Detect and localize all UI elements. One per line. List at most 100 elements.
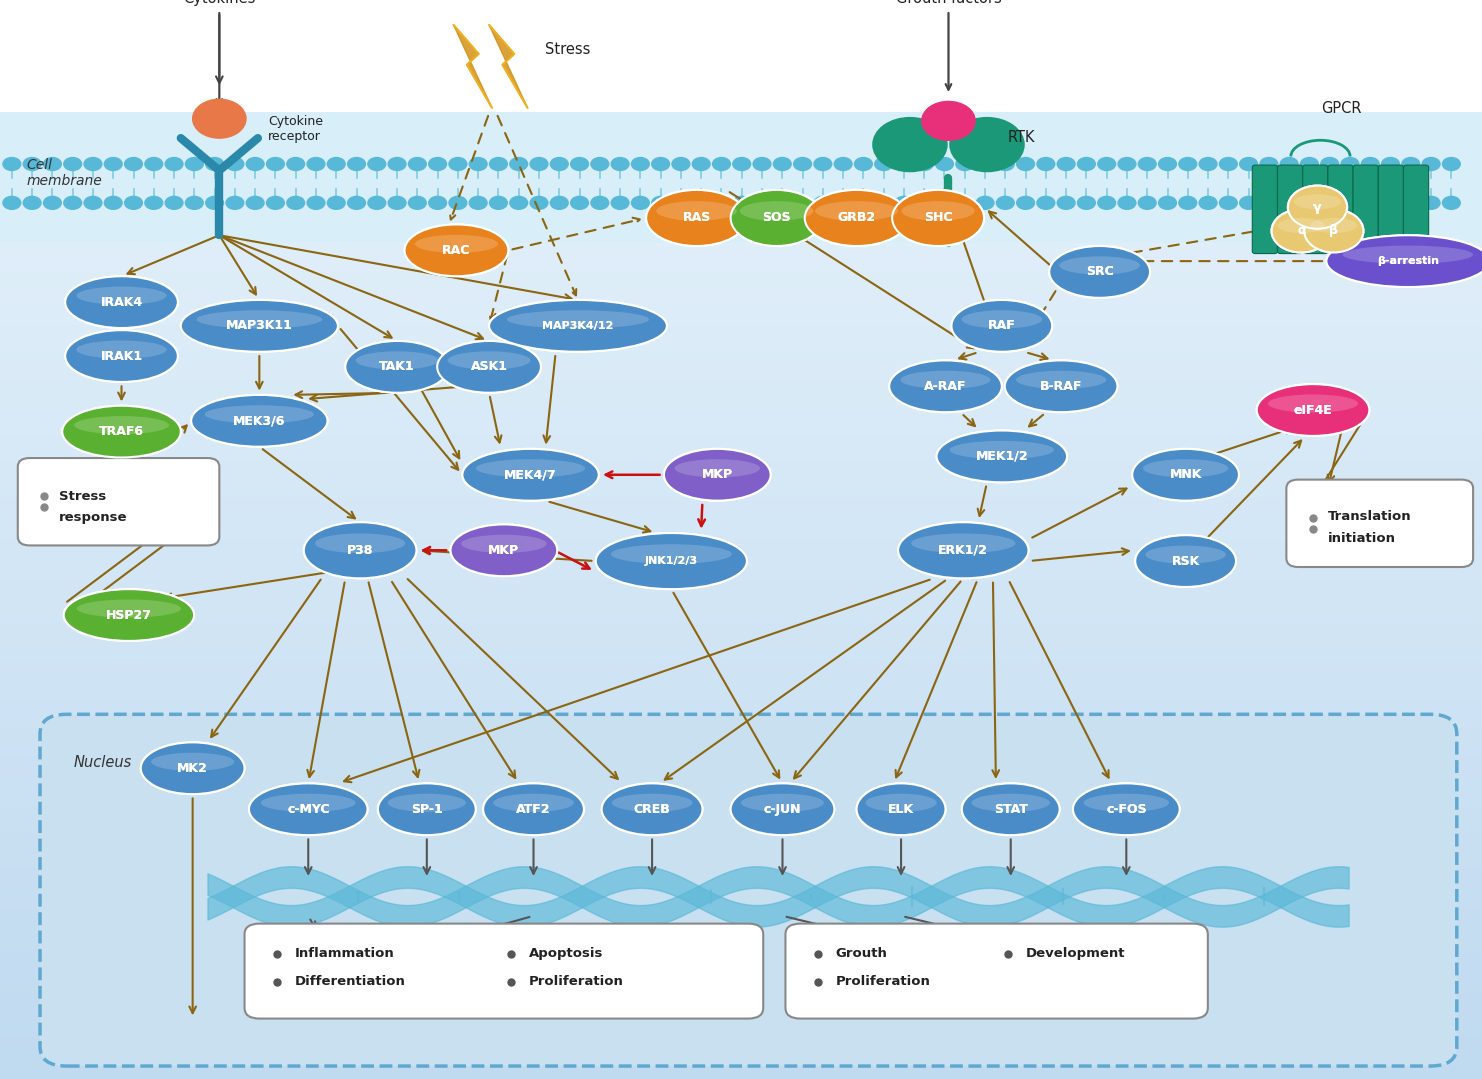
Text: ELK: ELK [888, 803, 914, 816]
Ellipse shape [451, 524, 557, 576]
Circle shape [1442, 158, 1460, 170]
Text: ELK: ELK [888, 803, 914, 816]
Ellipse shape [64, 589, 194, 641]
Circle shape [1098, 196, 1116, 209]
Text: ATF2: ATF2 [516, 803, 551, 816]
Circle shape [713, 158, 731, 170]
Circle shape [3, 158, 21, 170]
Circle shape [611, 196, 628, 209]
Ellipse shape [1132, 449, 1239, 501]
Text: Differentiation: Differentiation [295, 975, 406, 988]
Text: RAC: RAC [442, 244, 471, 257]
Text: TAK1: TAK1 [379, 360, 415, 373]
Circle shape [753, 158, 771, 170]
Ellipse shape [898, 522, 1029, 578]
Circle shape [1320, 158, 1338, 170]
Ellipse shape [77, 287, 166, 304]
Ellipse shape [889, 360, 1002, 412]
Text: RSK: RSK [1171, 555, 1200, 568]
Text: RAC: RAC [442, 244, 471, 257]
Ellipse shape [378, 783, 476, 835]
Ellipse shape [611, 544, 732, 564]
Circle shape [1320, 196, 1338, 209]
Circle shape [165, 196, 182, 209]
Circle shape [1077, 196, 1095, 209]
Ellipse shape [611, 544, 732, 564]
Ellipse shape [1146, 546, 1226, 563]
Circle shape [732, 158, 750, 170]
Circle shape [1423, 196, 1441, 209]
Text: SOS: SOS [762, 211, 791, 224]
Text: ATF2: ATF2 [516, 803, 551, 816]
Circle shape [1381, 158, 1399, 170]
Circle shape [428, 158, 446, 170]
Circle shape [193, 99, 246, 138]
Ellipse shape [972, 794, 1049, 811]
Text: GRB2: GRB2 [837, 211, 876, 224]
Text: MAP3K11: MAP3K11 [225, 319, 293, 332]
Circle shape [774, 158, 791, 170]
Text: B-RAF: B-RAF [1040, 380, 1082, 393]
Ellipse shape [1257, 384, 1369, 436]
Ellipse shape [901, 201, 975, 221]
Ellipse shape [151, 753, 234, 770]
Text: MKP: MKP [701, 468, 734, 481]
Text: Stress: Stress [59, 490, 107, 503]
Circle shape [1178, 158, 1196, 170]
FancyBboxPatch shape [1286, 479, 1473, 566]
FancyBboxPatch shape [18, 457, 219, 545]
Ellipse shape [1310, 218, 1358, 233]
Circle shape [1138, 158, 1156, 170]
Circle shape [288, 158, 305, 170]
Ellipse shape [646, 190, 747, 246]
Text: P38: P38 [347, 544, 373, 557]
Circle shape [855, 158, 873, 170]
Ellipse shape [911, 533, 1015, 554]
Circle shape [652, 196, 670, 209]
Ellipse shape [612, 794, 692, 811]
Circle shape [1240, 196, 1258, 209]
Ellipse shape [901, 371, 990, 388]
Circle shape [185, 196, 203, 209]
Circle shape [1280, 196, 1298, 209]
Circle shape [368, 196, 385, 209]
Circle shape [895, 196, 913, 209]
Circle shape [1381, 196, 1399, 209]
Ellipse shape [962, 311, 1042, 328]
Circle shape [225, 196, 243, 209]
Circle shape [956, 196, 974, 209]
Ellipse shape [388, 794, 465, 811]
Text: α: α [1297, 224, 1306, 237]
Ellipse shape [356, 352, 439, 369]
Circle shape [732, 196, 750, 209]
Circle shape [24, 158, 41, 170]
Text: JNK1/2/3: JNK1/2/3 [645, 556, 698, 566]
Text: TAK1: TAK1 [379, 360, 415, 373]
Text: MNK: MNK [1169, 468, 1202, 481]
Ellipse shape [181, 300, 338, 352]
Ellipse shape [740, 201, 814, 221]
Text: A-RAF: A-RAF [925, 380, 966, 393]
Ellipse shape [741, 794, 824, 811]
Circle shape [1301, 158, 1319, 170]
Ellipse shape [65, 330, 178, 382]
Text: STAT: STAT [994, 803, 1027, 816]
Circle shape [591, 196, 609, 209]
Text: MAP3K4/12: MAP3K4/12 [542, 320, 614, 331]
Ellipse shape [596, 533, 747, 589]
Circle shape [935, 158, 953, 170]
Ellipse shape [602, 783, 702, 835]
Text: Grouth factors: Grouth factors [895, 0, 1002, 6]
Circle shape [1442, 196, 1460, 209]
Circle shape [64, 196, 82, 209]
Ellipse shape [74, 416, 169, 434]
Text: response: response [59, 511, 127, 524]
Ellipse shape [865, 794, 937, 811]
Circle shape [874, 158, 892, 170]
Circle shape [43, 196, 61, 209]
Ellipse shape [1343, 246, 1473, 263]
Text: SHC: SHC [923, 211, 953, 224]
Ellipse shape [483, 783, 584, 835]
Circle shape [1098, 158, 1116, 170]
Text: γ: γ [1313, 201, 1322, 214]
